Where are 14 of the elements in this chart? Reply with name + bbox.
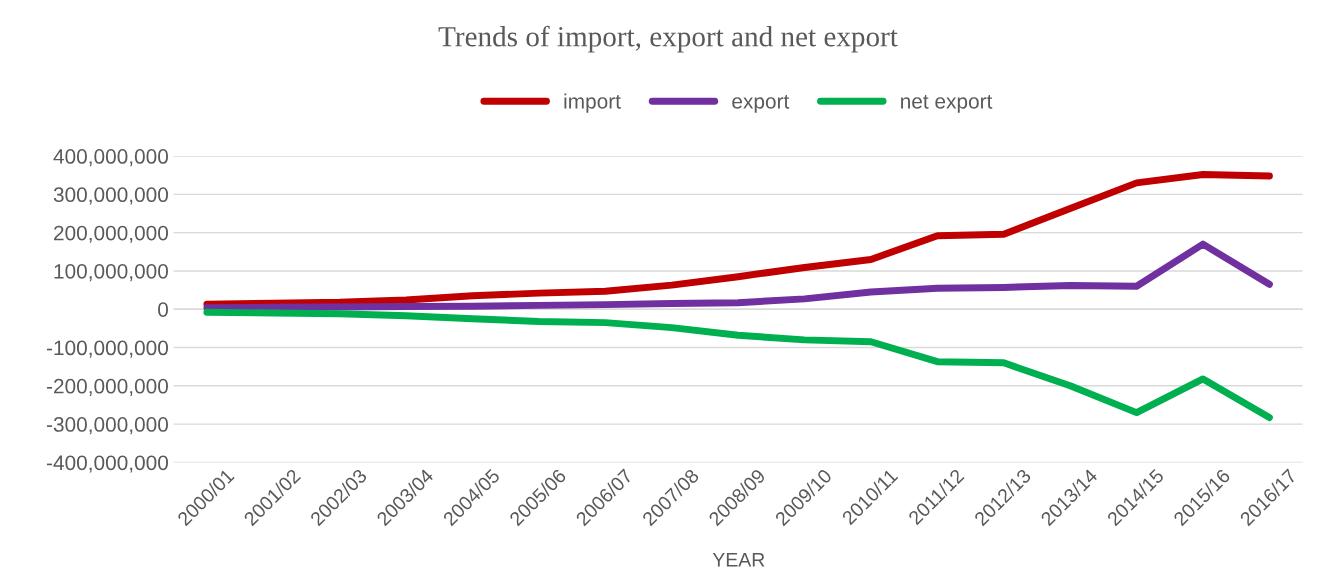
legend-label: export <box>732 95 790 113</box>
y-tick-label: 100,000,000 <box>54 263 169 282</box>
y-tick-label: 300,000,000 <box>53 187 169 205</box>
chart-title: Trends of import, export and net export <box>438 25 898 53</box>
y-tick-label: -200,000,000 <box>46 378 169 397</box>
legend-label: net export <box>901 95 993 113</box>
legend-label: import <box>564 93 621 113</box>
y-tick-label: 200,000,000 <box>54 225 169 243</box>
y-tick-label: -400,000,000 <box>46 455 169 473</box>
y-tick-label: -100,000,000 <box>46 340 169 358</box>
x-axis-title: YEAR <box>712 553 765 567</box>
y-tick-label: -300,000,000 <box>46 417 169 435</box>
y-tick-label: 0 <box>158 302 169 317</box>
y-tick-label: 400,000,000 <box>53 149 169 167</box>
